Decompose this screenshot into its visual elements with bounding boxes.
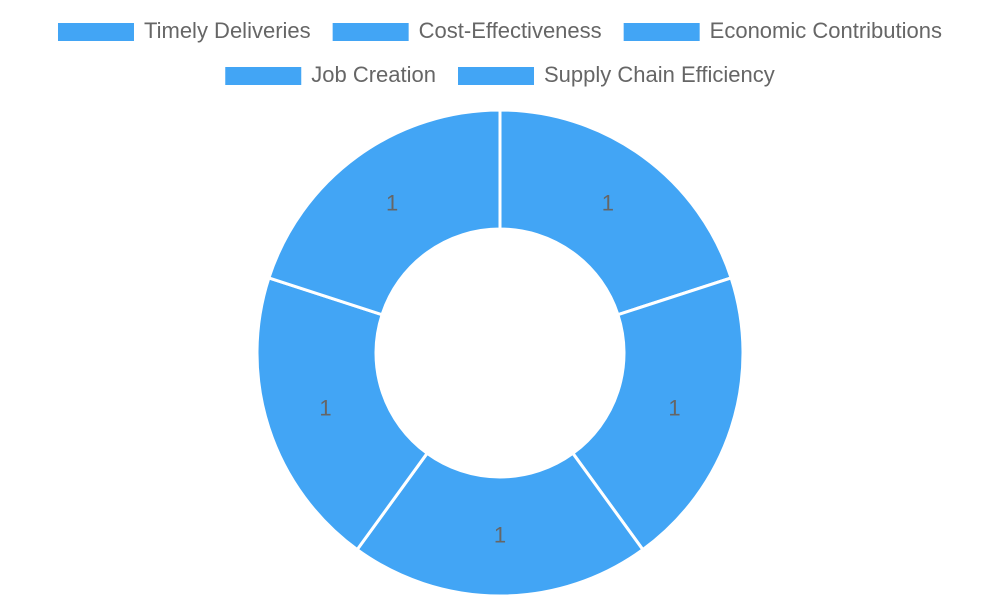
legend-swatch	[458, 67, 535, 85]
legend-item[interactable]: Supply Chain Efficiency	[458, 62, 775, 87]
legend-label: Cost-Effectiveness	[419, 18, 602, 43]
legend-item[interactable]: Timely Deliveries	[57, 18, 311, 43]
data-label: 1	[319, 396, 331, 421]
legend-swatch	[332, 23, 409, 41]
legend-swatch	[225, 67, 302, 85]
slice[interactable]	[267, 108, 502, 317]
legend-label: Job Creation	[311, 62, 436, 87]
legend-swatch	[623, 23, 700, 41]
legend-item[interactable]: Economic Contributions	[623, 18, 942, 43]
data-label: 1	[602, 190, 614, 215]
slice[interactable]	[570, 276, 745, 552]
data-label: 1	[494, 522, 506, 547]
legend-item[interactable]: Cost-Effectiveness	[332, 18, 602, 43]
slice[interactable]	[255, 276, 430, 552]
slice[interactable]	[355, 451, 645, 598]
legend-swatch	[57, 23, 134, 41]
data-label: 1	[668, 396, 680, 421]
legend-label: Timely Deliveries	[144, 18, 311, 43]
legend-label: Supply Chain Efficiency	[544, 62, 775, 87]
legend-item[interactable]: Job Creation	[225, 62, 436, 87]
data-label: 1	[386, 190, 398, 215]
legend-label: Economic Contributions	[710, 18, 942, 43]
slice[interactable]	[498, 108, 733, 317]
